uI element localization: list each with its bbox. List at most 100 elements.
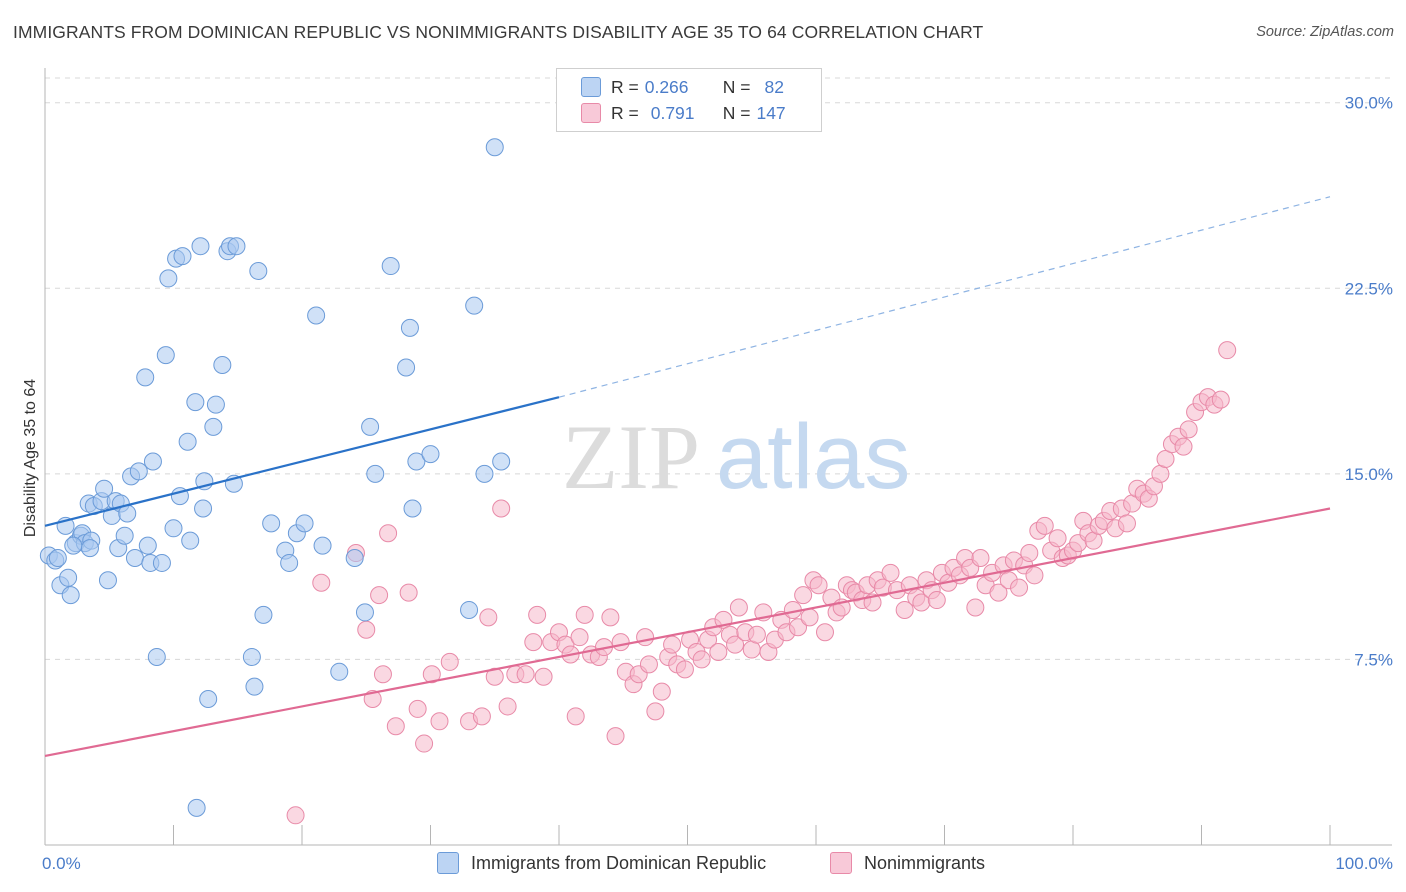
nonimmigrant-point	[570, 628, 589, 647]
dominican-point	[115, 526, 134, 545]
nonimmigrant-point	[415, 734, 434, 753]
dominican-point	[191, 237, 210, 256]
nonimmigrant-point	[881, 563, 900, 582]
legend-n-value: 82	[764, 76, 784, 97]
nonimmigrant-point	[312, 573, 331, 592]
dominican-point	[403, 499, 422, 518]
nonimmigrant-point	[492, 499, 511, 518]
nonimmigrant-point	[800, 608, 819, 627]
nonimmigrant-point	[399, 583, 418, 602]
series-legend: Immigrants from Dominican Republic Nonim…	[0, 852, 1406, 876]
dominican-point	[280, 553, 299, 572]
nonimmigrant-point	[1179, 420, 1198, 439]
legend-n-label: N =	[722, 76, 751, 97]
nonimmigrant-point	[1218, 341, 1237, 360]
legend-row-dominican: R = 0.266 N = 82	[581, 75, 784, 99]
y-tick-label: 15.0%	[1345, 465, 1393, 484]
nonimmigrant-point	[1025, 566, 1044, 585]
nonimmigrant-point	[1156, 450, 1175, 469]
legend-item-dominican[interactable]: Immigrants from Dominican Republic	[437, 852, 766, 874]
legend-r-label: R =	[611, 102, 639, 123]
dominican-point	[355, 603, 374, 622]
nonimmigrant-point	[1035, 516, 1054, 535]
dominican-point	[136, 368, 155, 387]
dominican-point	[400, 318, 419, 337]
nonimmigrant-point	[971, 548, 990, 567]
dominican-point	[138, 536, 157, 555]
nonimmigrant-point	[286, 806, 305, 825]
legend-swatch-blue	[581, 77, 601, 97]
y-tick-label: 30.0%	[1345, 94, 1393, 113]
nonimmigrant-point	[747, 625, 766, 644]
nonimmigrant-point	[575, 605, 594, 624]
nonimmigrant-point	[611, 633, 630, 652]
nonimmigrant-point	[479, 608, 498, 627]
dominican-point	[262, 514, 281, 533]
dominican-point	[186, 393, 205, 412]
nonimmigrant-point	[1117, 514, 1136, 533]
nonimmigrant-point	[516, 665, 535, 684]
nonimmigrant-point	[726, 635, 745, 654]
dominican-point	[254, 605, 273, 624]
nonimmigrant-point	[636, 628, 655, 647]
nonimmigrant-point	[422, 665, 441, 684]
dominican-point	[313, 536, 332, 555]
dominican-point	[187, 798, 206, 817]
dominican-point	[407, 452, 426, 471]
nonimmigrant-point	[1020, 544, 1039, 563]
x-tick-label: 0.0%	[42, 854, 81, 873]
nonimmigrant-point	[809, 576, 828, 595]
tick-labels: 7.5% 15.0% 22.5% 30.0% 0.0% 100.0%	[42, 94, 1393, 873]
nonimmigrant-point	[927, 591, 946, 610]
dominican-point	[164, 519, 183, 538]
legend-row-nonimmigrants: R = 0.791 N = 147	[581, 101, 786, 125]
dominican-point	[361, 417, 380, 436]
nonimmigrant-point	[815, 623, 834, 642]
legend-n-value: 147	[756, 102, 786, 123]
dominican-point	[485, 138, 504, 157]
nonimmigrant-point	[430, 712, 449, 731]
dominican-point	[61, 586, 80, 605]
trend-lines	[44, 196, 1331, 758]
nonimmigrant-point	[601, 608, 620, 627]
dominican-point	[80, 539, 99, 558]
dominican-point	[206, 395, 225, 414]
dominican-point	[245, 677, 264, 696]
nonimmigrant-point	[663, 635, 682, 654]
grid-lines	[45, 77, 1392, 660]
nonimmigrant-point	[566, 707, 585, 726]
dominican-point	[227, 237, 246, 256]
dominican-point	[181, 531, 200, 550]
watermark-zip: ZIP	[562, 406, 700, 508]
dominican-point	[194, 499, 213, 518]
dominican-point	[147, 647, 166, 666]
nonimmigrant-trend-line	[44, 507, 1331, 758]
dominican-point	[95, 479, 114, 498]
nonimmigrant-point	[966, 598, 985, 617]
legend-item-nonimmigrants[interactable]: Nonimmigrants	[830, 852, 985, 874]
nonimmigrant-point	[675, 660, 694, 679]
nonimmigrant-point	[379, 524, 398, 543]
dominican-point	[48, 548, 67, 567]
dominican-point	[465, 296, 484, 315]
nonimmigrant-point	[652, 682, 671, 701]
axes	[44, 68, 1392, 846]
dominican-point	[460, 600, 479, 619]
nonimmigrant-point	[794, 586, 813, 605]
dominican-point	[204, 417, 223, 436]
dominican-point	[330, 662, 349, 681]
dominican-point	[159, 269, 178, 288]
nonimmigrant-point	[528, 605, 547, 624]
nonimmigrant-point	[440, 652, 459, 671]
legend-r-value: 0.266	[644, 76, 689, 97]
watermark: ZIP atlas	[562, 406, 910, 508]
nonimmigrant-point	[408, 699, 427, 718]
legend-label-dominican: Immigrants from Dominican Republic	[471, 852, 767, 873]
nonimmigrant-point	[709, 643, 728, 662]
nonimmigrant-point	[1174, 437, 1193, 456]
dominican-point	[59, 568, 78, 587]
nonimmigrant-point	[386, 717, 405, 736]
nonimmigrant-point	[498, 697, 517, 716]
dominican-point	[64, 536, 83, 555]
